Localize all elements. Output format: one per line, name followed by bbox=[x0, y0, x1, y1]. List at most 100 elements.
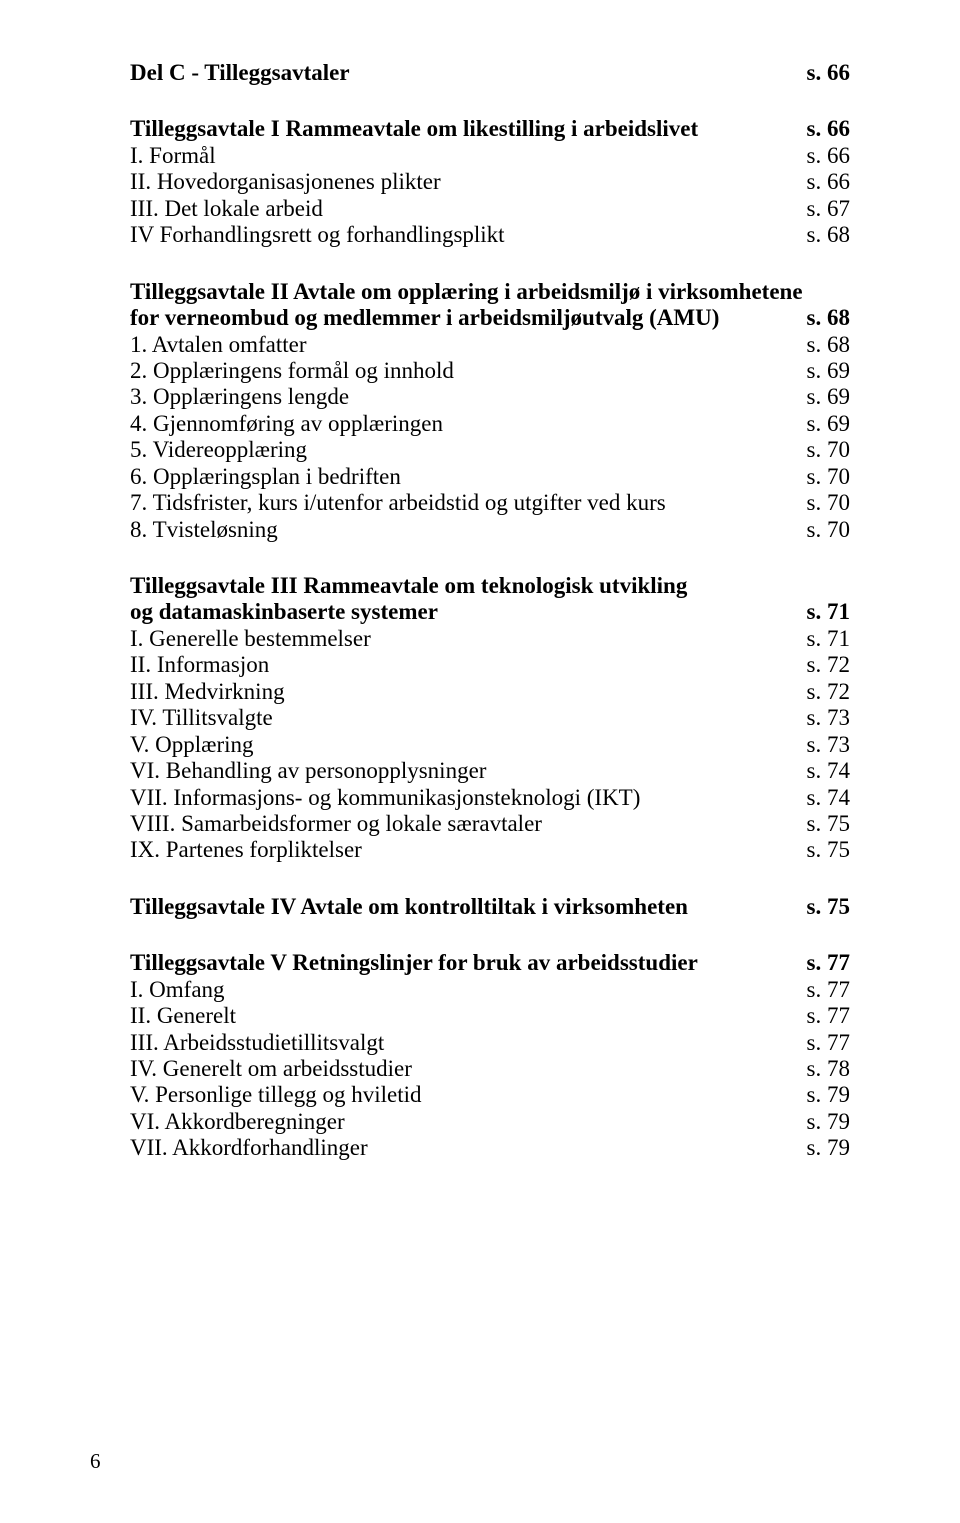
t2-heading-line1: Tilleggsavtale II Avtale om opplæring i … bbox=[130, 279, 850, 305]
toc-label: 4. Gjennomføring av opplæringen bbox=[130, 411, 795, 437]
toc-row: III. Medvirkning s. 72 bbox=[130, 679, 850, 705]
toc-page: s. 69 bbox=[795, 358, 850, 384]
t3-heading-line1: Tilleggsavtale III Rammeavtale om teknol… bbox=[130, 573, 850, 599]
toc-row: 5. Videreopplæring s. 70 bbox=[130, 437, 850, 463]
toc-page: s. 74 bbox=[795, 785, 850, 811]
toc-page: s. 77 bbox=[795, 1030, 850, 1056]
toc-page: s. 67 bbox=[795, 196, 850, 222]
toc-label: II. Hovedorganisasjonenes plikter bbox=[130, 169, 795, 195]
toc-label: II. Informasjon bbox=[130, 652, 795, 678]
toc-page: s. 77 bbox=[795, 1003, 850, 1029]
toc-label: I. Formål bbox=[130, 143, 795, 169]
toc-page: s. 75 bbox=[795, 811, 850, 837]
toc-label: 7. Tidsfrister, kurs i/utenfor arbeidsti… bbox=[130, 490, 795, 516]
t1-heading: Tilleggsavtale I Rammeavtale om likestil… bbox=[130, 116, 795, 142]
toc-label: VIII. Samarbeidsformer og lokale særavta… bbox=[130, 811, 795, 837]
toc-row: 6. Opplæringsplan i bedriften s. 70 bbox=[130, 464, 850, 490]
toc-row: III. Arbeidsstudietillitsvalgt s. 77 bbox=[130, 1030, 850, 1056]
toc-page: s. 78 bbox=[795, 1056, 850, 1082]
toc-row: I. Omfang s. 77 bbox=[130, 977, 850, 1003]
toc-row: I. Generelle bestemmelser s. 71 bbox=[130, 626, 850, 652]
toc-page: s. 73 bbox=[795, 732, 850, 758]
page: Del C - Tilleggsavtaler s. 66 Tilleggsav… bbox=[0, 0, 960, 1523]
toc-label: V. Personlige tillegg og hviletid bbox=[130, 1082, 795, 1108]
toc-row: II. Generelt s. 77 bbox=[130, 1003, 850, 1029]
toc-row: 4. Gjennomføring av opplæringen s. 69 bbox=[130, 411, 850, 437]
toc-page: s. 77 bbox=[795, 977, 850, 1003]
toc-row: V. Personlige tillegg og hviletid s. 79 bbox=[130, 1082, 850, 1108]
toc-page: s. 72 bbox=[795, 679, 850, 705]
toc-label: 5. Videreopplæring bbox=[130, 437, 795, 463]
toc-page: s. 70 bbox=[795, 517, 850, 543]
toc-page: s. 70 bbox=[795, 490, 850, 516]
t2-page: s. 68 bbox=[795, 305, 850, 331]
toc-row: IV. Tillitsvalgte s. 73 bbox=[130, 705, 850, 731]
t4-heading-row: Tilleggsavtale IV Avtale om kontrolltilt… bbox=[130, 894, 850, 920]
toc-page: s. 69 bbox=[795, 384, 850, 410]
section-c-heading: Del C - Tilleggsavtaler s. 66 bbox=[130, 60, 850, 86]
toc-page: s. 69 bbox=[795, 411, 850, 437]
toc-row: VI. Akkordberegninger s. 79 bbox=[130, 1109, 850, 1135]
page-number: 6 bbox=[90, 1449, 101, 1473]
toc-label: VII. Akkordforhandlinger bbox=[130, 1135, 795, 1161]
t4-heading: Tilleggsavtale IV Avtale om kontrolltilt… bbox=[130, 894, 795, 920]
toc-row: VII. Informasjons- og kommunikasjonstekn… bbox=[130, 785, 850, 811]
toc-row: III. Det lokale arbeid s. 67 bbox=[130, 196, 850, 222]
toc-row: IX. Partenes forpliktelser s. 75 bbox=[130, 837, 850, 863]
toc-row: IV Forhandlingsrett og forhandlingsplikt… bbox=[130, 222, 850, 248]
t3-heading-row2: og datamaskinbaserte systemer s. 71 bbox=[130, 599, 850, 625]
toc-row: 7. Tidsfrister, kurs i/utenfor arbeidsti… bbox=[130, 490, 850, 516]
toc-page: s. 68 bbox=[795, 222, 850, 248]
t2-heading-line2: for verneombud og medlemmer i arbeidsmil… bbox=[130, 305, 795, 331]
toc-label: 8. Tvisteløsning bbox=[130, 517, 795, 543]
t5-heading-row: Tilleggsavtale V Retningslinjer for bruk… bbox=[130, 950, 850, 976]
toc-row: I. Formål s. 66 bbox=[130, 143, 850, 169]
t2-block: Tilleggsavtale II Avtale om opplæring i … bbox=[130, 279, 850, 543]
toc-label: IV. Generelt om arbeidsstudier bbox=[130, 1056, 795, 1082]
t5-page: s. 77 bbox=[795, 950, 850, 976]
toc-label: VII. Informasjons- og kommunikasjonstekn… bbox=[130, 785, 795, 811]
toc-label: IX. Partenes forpliktelser bbox=[130, 837, 795, 863]
toc-label: 1. Avtalen omfatter bbox=[130, 332, 795, 358]
toc-row: 2. Opplæringens formål og innhold s. 69 bbox=[130, 358, 850, 384]
toc-label: 2. Opplæringens formål og innhold bbox=[130, 358, 795, 384]
toc-row: 1. Avtalen omfatter s. 68 bbox=[130, 332, 850, 358]
toc-label: II. Generelt bbox=[130, 1003, 795, 1029]
t3-page: s. 71 bbox=[795, 599, 850, 625]
toc-page: s. 70 bbox=[795, 464, 850, 490]
toc-page: s. 70 bbox=[795, 437, 850, 463]
toc-page: s. 73 bbox=[795, 705, 850, 731]
toc-label: IV. Tillitsvalgte bbox=[130, 705, 795, 731]
toc-row: VII. Akkordforhandlinger s. 79 bbox=[130, 1135, 850, 1161]
t1-page: s. 66 bbox=[795, 116, 850, 142]
toc-page: s. 72 bbox=[795, 652, 850, 678]
toc-row: II. Informasjon s. 72 bbox=[130, 652, 850, 678]
t3-block: Tilleggsavtale III Rammeavtale om teknol… bbox=[130, 573, 850, 864]
toc-row: IV. Generelt om arbeidsstudier s. 78 bbox=[130, 1056, 850, 1082]
toc-row: VI. Behandling av personopplysninger s. … bbox=[130, 758, 850, 784]
toc-label: I. Generelle bestemmelser bbox=[130, 626, 795, 652]
t5-block: Tilleggsavtale V Retningslinjer for bruk… bbox=[130, 950, 850, 1162]
toc-label: 3. Opplæringens lengde bbox=[130, 384, 795, 410]
t3-heading-line2: og datamaskinbaserte systemer bbox=[130, 599, 795, 625]
toc-page: s. 74 bbox=[795, 758, 850, 784]
toc-page: s. 71 bbox=[795, 626, 850, 652]
toc-label: VI. Akkordberegninger bbox=[130, 1109, 795, 1135]
toc-page: s. 66 bbox=[795, 169, 850, 195]
toc-page: s. 75 bbox=[795, 837, 850, 863]
toc-page: s. 79 bbox=[795, 1109, 850, 1135]
toc-label: IV Forhandlingsrett og forhandlingsplikt bbox=[130, 222, 795, 248]
t1-heading-row: Tilleggsavtale I Rammeavtale om likestil… bbox=[130, 116, 850, 142]
section-c-title: Del C - Tilleggsavtaler bbox=[130, 60, 795, 86]
toc-row: V. Opplæring s. 73 bbox=[130, 732, 850, 758]
section-c-page: s. 66 bbox=[795, 60, 850, 86]
t4-block: Tilleggsavtale IV Avtale om kontrolltilt… bbox=[130, 894, 850, 920]
t5-heading: Tilleggsavtale V Retningslinjer for bruk… bbox=[130, 950, 795, 976]
toc-page: s. 66 bbox=[795, 143, 850, 169]
toc-row: 8. Tvisteløsning s. 70 bbox=[130, 517, 850, 543]
t2-heading-row2: for verneombud og medlemmer i arbeidsmil… bbox=[130, 305, 850, 331]
toc-row: 3. Opplæringens lengde s. 69 bbox=[130, 384, 850, 410]
toc-row: II. Hovedorganisasjonenes plikter s. 66 bbox=[130, 169, 850, 195]
t4-page: s. 75 bbox=[795, 894, 850, 920]
toc-label: I. Omfang bbox=[130, 977, 795, 1003]
